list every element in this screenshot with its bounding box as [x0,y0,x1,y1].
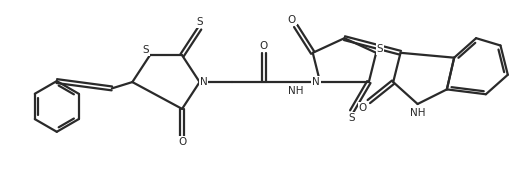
Text: NH: NH [288,86,304,96]
Text: O: O [178,137,186,147]
Text: S: S [196,17,203,27]
Text: N: N [200,77,208,87]
Text: S: S [377,44,383,54]
Text: S: S [348,113,355,123]
Text: S: S [143,45,149,55]
Text: N: N [312,77,320,87]
Text: O: O [288,15,296,25]
Text: NH: NH [410,108,426,118]
Text: O: O [359,103,366,113]
Text: O: O [260,41,268,52]
